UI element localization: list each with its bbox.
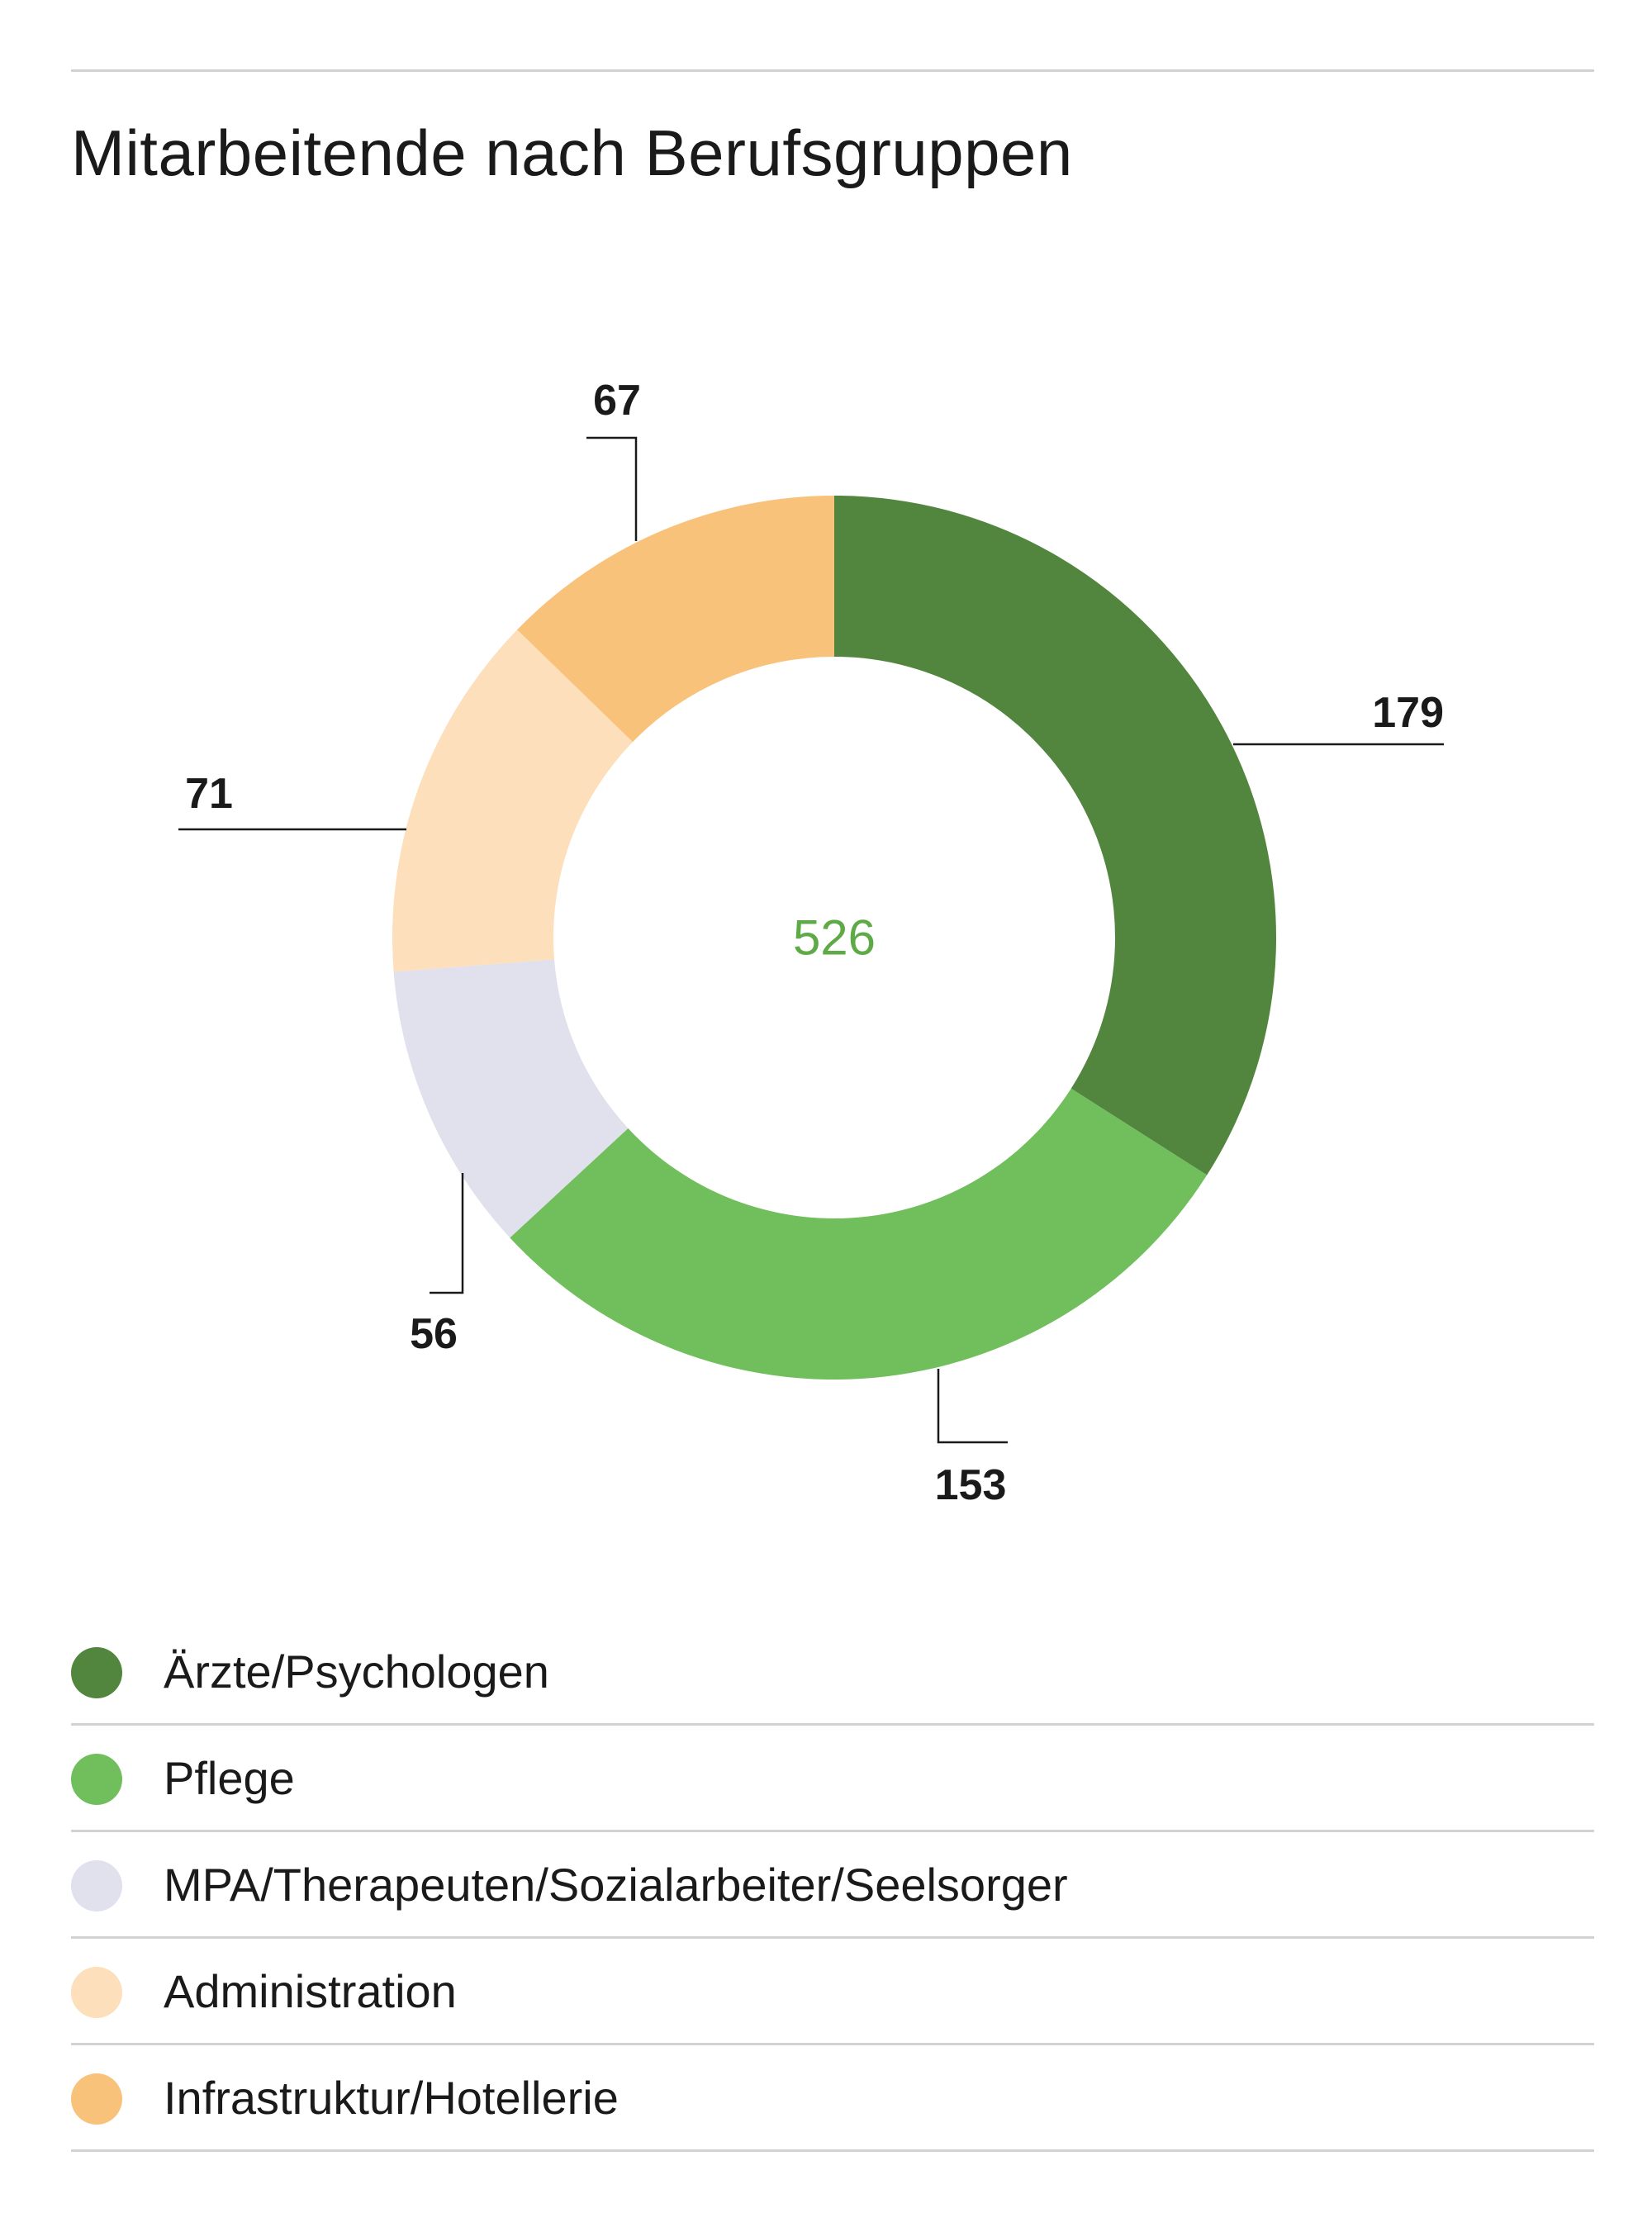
legend-item-pflege: Pflege [71,1726,1594,1832]
leader-line-pflege [937,1369,1008,1444]
legend-item-mpa: MPA/Therapeuten/Sozialarbeiter/Seelsorge… [71,1832,1594,1939]
donut-slice-administration [392,629,634,972]
data-label-infrastruktur-hotellerie: 67 [593,377,641,425]
leader-line-mpa-therapeuten-sozialarbeiter-seelsorger [430,1173,464,1294]
legend-swatch-infrastruktur [71,2073,122,2125]
legend-label: Ärzte/Psychologen [164,1646,549,1698]
data-label-administration: 71 [185,770,233,818]
legend-swatch-aerzte [71,1647,122,1698]
data-label-rzte-psychologen: 179 [1372,689,1444,737]
legend-label: Pflege [164,1752,295,1804]
data-label-pflege: 153 [935,1461,1007,1509]
legend-item-administration: Administration [71,1939,1594,2045]
top-divider [71,69,1594,72]
legend-swatch-administration [71,1967,122,2018]
center-total: 526 [793,910,876,966]
legend-label: Administration [164,1965,457,2017]
legend-swatch-pflege [71,1754,122,1805]
legend-swatch-mpa [71,1860,122,1911]
legend-label: MPA/Therapeuten/Sozialarbeiter/Seelsorge… [164,1859,1068,1911]
legend-label: Infrastruktur/Hotellerie [164,2072,619,2124]
donut-slices [392,496,1277,1380]
legend: Ärzte/Psychologen Pflege MPA/Therapeuten… [71,1619,1594,2152]
legend-item-infrastruktur: Infrastruktur/Hotellerie [71,2045,1594,2152]
data-labels: 179 153 56 71 67 [185,377,1444,1509]
chart-title: Mitarbeitende nach Berufsgruppen [71,116,1073,189]
legend-item-aerzte: Ärzte/Psychologen [71,1619,1594,1726]
donut-slice-infrastruktur-hotellerie [517,496,834,743]
donut-slice-pflege [510,1088,1208,1380]
data-label-mpa-therapeuten-sozialarbeiter-seelsorger: 56 [410,1310,458,1358]
donut-slice-mpa-therapeuten-sozialarbeiter-seelsorger [393,959,629,1238]
donut-chart: 179 153 56 71 67 526 [178,377,1444,1509]
leader-line-infrastruktur-hotellerie [586,436,638,541]
leader-lines [178,436,1444,1444]
donut-slice-rzte-psychologen [834,496,1277,1175]
